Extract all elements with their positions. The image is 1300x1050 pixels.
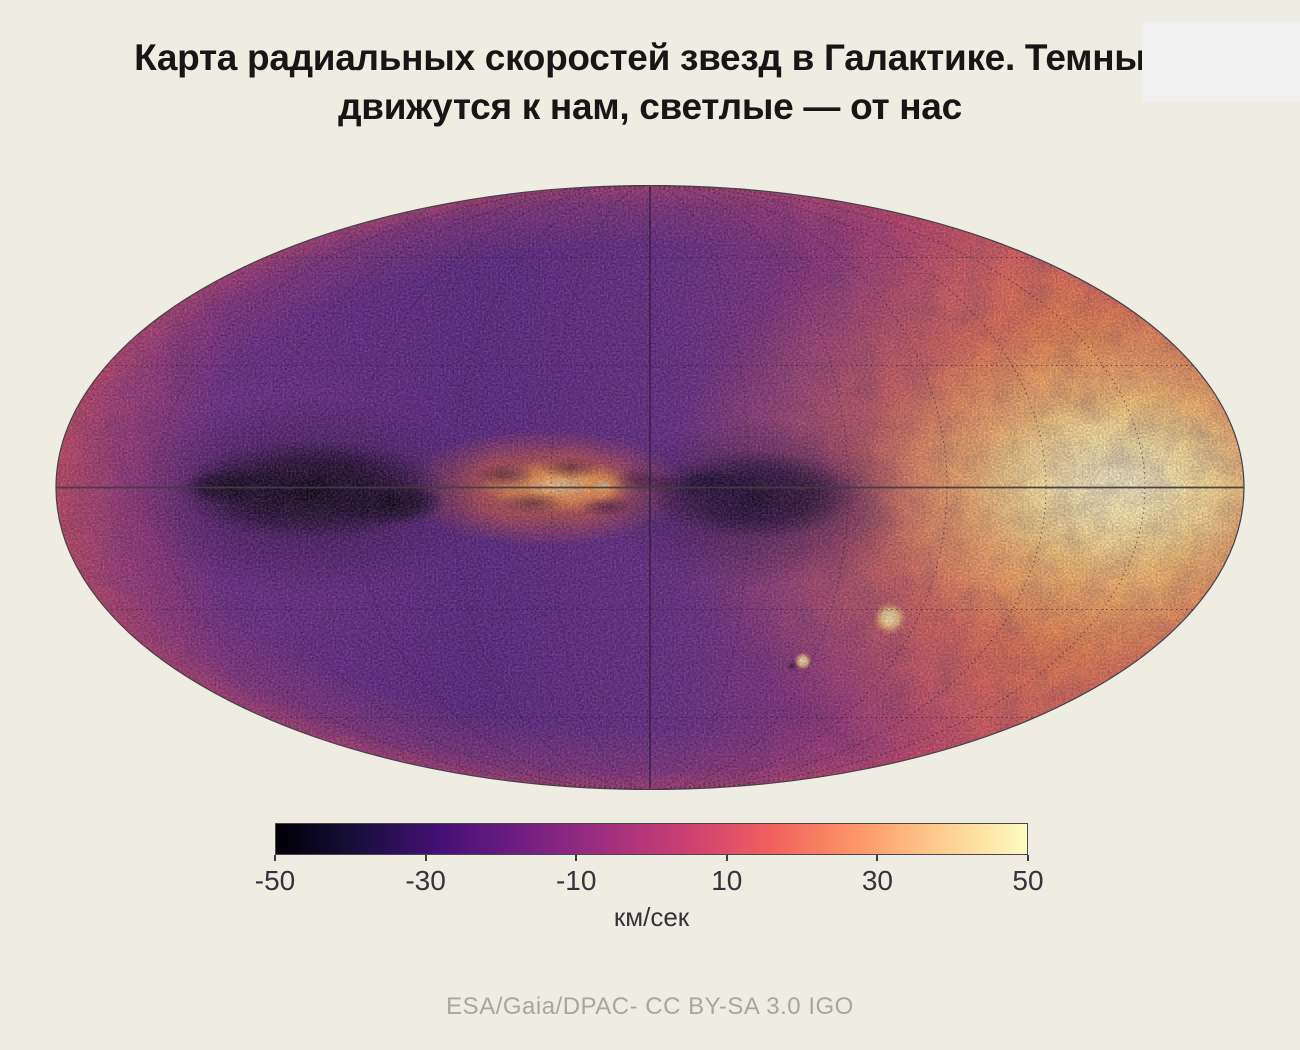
colorbar-tick-label: 30 xyxy=(861,865,893,896)
colorbar-tick xyxy=(876,855,879,861)
colorbar-tick-label: 10 xyxy=(711,865,743,896)
page-title-line2: движутся к нам, светлые — от нас xyxy=(338,86,962,127)
page-title-line1: Карта радиальных скоростей звезд в Галак… xyxy=(134,37,1166,78)
colorbar-tick xyxy=(575,855,578,861)
colorbar-gradient xyxy=(275,823,1028,855)
blank-overlay xyxy=(1142,22,1300,102)
credit-line: ESA/Gaia/DPAC- CC BY-SA 3.0 IGO xyxy=(446,993,854,1020)
colorbar-tick-label: -50 xyxy=(254,865,296,896)
mollweide-projection xyxy=(55,185,1245,790)
sky-map xyxy=(55,185,1245,790)
colorbar-tick-label: -30 xyxy=(405,865,446,896)
colorbar-tick xyxy=(424,855,427,861)
map-outline xyxy=(55,185,1245,790)
colorbar-tick xyxy=(1027,855,1029,861)
colorbar-tick xyxy=(274,855,276,861)
colorbar-tick xyxy=(725,855,728,861)
colorbar: -50 -30 -10 10 30 50 км/сек xyxy=(255,823,1044,935)
colorbar-tick-label: -10 xyxy=(555,865,597,896)
page-title: Карта радиальных скоростей звезд в Галак… xyxy=(0,33,1300,131)
colorbar-unit-label: км/сек xyxy=(613,902,690,932)
colorbar-tick-label: 50 xyxy=(1012,865,1044,896)
